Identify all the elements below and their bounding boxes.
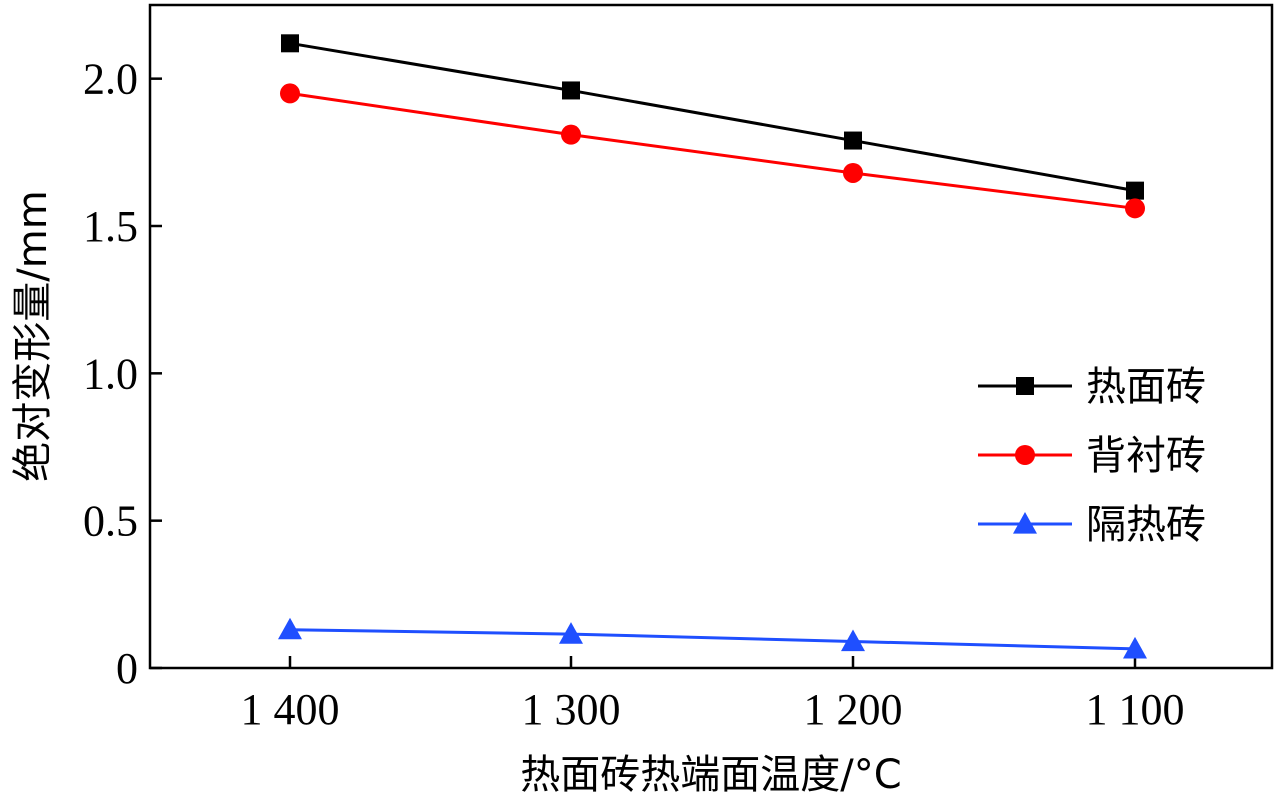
legend-marker xyxy=(1016,377,1034,395)
data-point xyxy=(1126,181,1144,200)
data-point xyxy=(843,162,863,183)
series-line xyxy=(289,41,1136,193)
series-2 xyxy=(280,83,1145,219)
legend-item: 热面砖 xyxy=(978,364,1206,410)
y-tick-label: 2.0 xyxy=(83,55,138,104)
data-point xyxy=(561,124,581,145)
x-tick-label: 1 100 xyxy=(1086,685,1185,734)
x-axis-title: 热面砖热端面温度/°C xyxy=(520,752,901,798)
legend-item: 隔热砖 xyxy=(978,502,1206,548)
x-tick-label: 1 300 xyxy=(522,685,621,734)
plot-border xyxy=(148,3,1274,670)
y-axis: 0 0.5 1.0 1.5 2.0 xyxy=(83,55,162,693)
series-line xyxy=(289,628,1136,651)
series-layer xyxy=(278,34,1147,659)
data-point xyxy=(281,34,299,53)
y-tick-label: 1.5 xyxy=(83,202,138,251)
plot-frame xyxy=(148,3,1274,670)
series-3 xyxy=(278,617,1147,659)
legend-label: 背衬砖 xyxy=(1086,433,1206,479)
y-tick-label: 1.0 xyxy=(83,349,138,398)
data-point xyxy=(278,617,302,640)
x-axis: 1 400 1 300 1 200 1 100 xyxy=(241,656,1185,734)
data-point xyxy=(562,81,580,100)
data-point xyxy=(844,131,862,150)
legend-marker xyxy=(1013,512,1037,534)
y-axis-title: 绝对变形量/mm xyxy=(10,190,56,481)
data-point xyxy=(1125,198,1145,219)
legend-item: 背衬砖 xyxy=(978,433,1206,479)
data-point xyxy=(1123,636,1147,659)
series-line xyxy=(289,91,1136,210)
legend-marker xyxy=(1015,445,1035,465)
data-point xyxy=(559,622,583,644)
y-tick-label: 0 xyxy=(116,644,138,693)
y-tick-label: 0.5 xyxy=(83,497,138,546)
data-point xyxy=(841,629,865,652)
x-tick-label: 1 400 xyxy=(241,685,340,734)
series-1 xyxy=(281,34,1144,200)
legend-label: 热面砖 xyxy=(1086,364,1206,410)
legend-label: 隔热砖 xyxy=(1086,502,1206,548)
x-tick-label: 1 200 xyxy=(804,685,903,734)
data-point xyxy=(280,83,300,104)
